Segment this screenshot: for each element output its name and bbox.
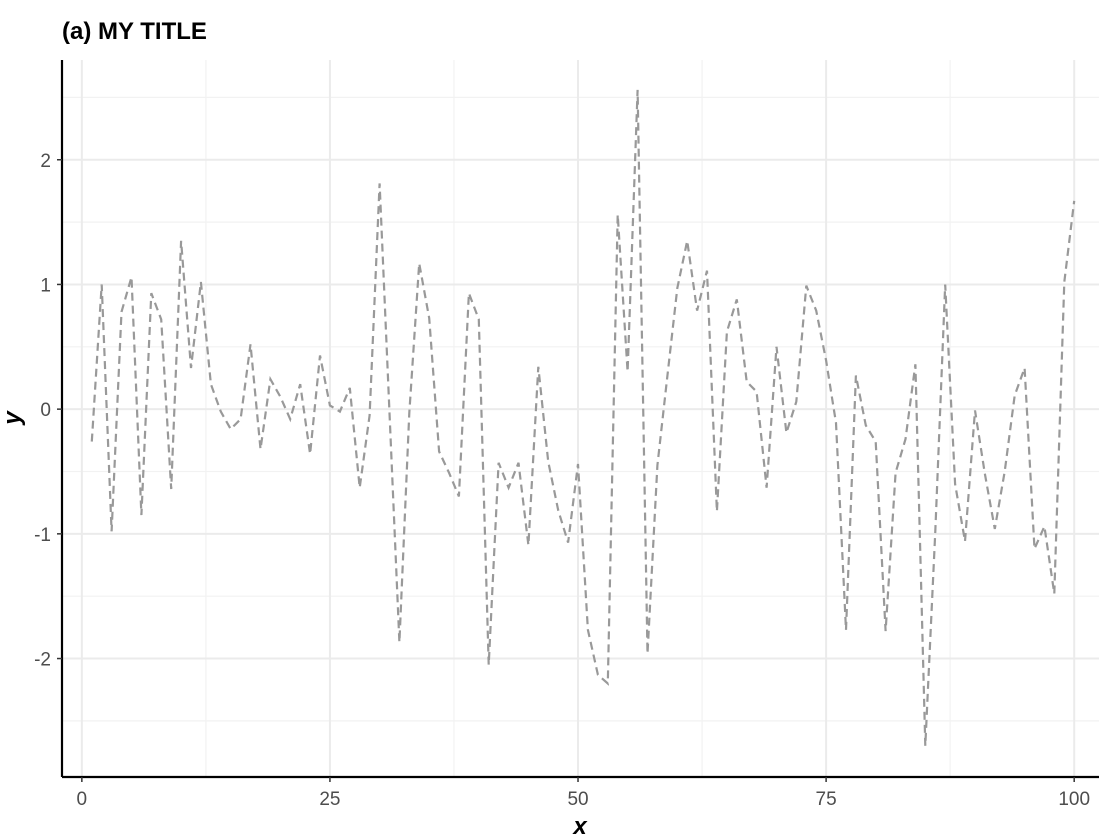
axes	[60, 60, 1099, 779]
minor-gridlines	[62, 60, 1099, 777]
x-tick-label: 50	[567, 789, 588, 810]
series-line	[90, 89, 1076, 746]
y-tick-label: 1	[40, 275, 51, 296]
y-axis-ticks: -2 -1 0 1 2	[34, 151, 62, 671]
x-tick-label: 25	[319, 789, 340, 810]
y-tick-label: -2	[34, 650, 51, 671]
y-tick-label: 0	[40, 400, 51, 421]
x-axis-label: x	[571, 813, 588, 840]
y-axis-label: y	[0, 410, 26, 426]
y-tick-label: 2	[40, 151, 51, 172]
x-axis-ticks: 0 25 50 75 100	[77, 777, 1090, 810]
data-series	[90, 89, 1076, 746]
major-gridlines	[62, 60, 1099, 777]
x-tick-label: 100	[1058, 789, 1090, 810]
x-tick-label: 75	[816, 789, 837, 810]
x-tick-label: 0	[77, 789, 88, 810]
chart-title: (a) MY TITLE	[62, 18, 207, 45]
y-tick-label: -1	[34, 525, 51, 546]
